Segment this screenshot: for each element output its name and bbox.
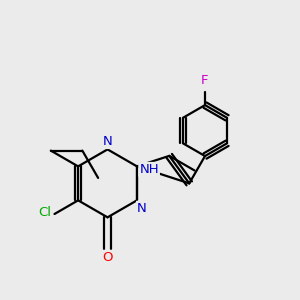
Text: N: N xyxy=(137,202,147,215)
Text: F: F xyxy=(201,74,209,87)
Text: N: N xyxy=(103,135,112,148)
Text: O: O xyxy=(102,251,113,264)
Text: NH: NH xyxy=(139,163,159,176)
Text: Cl: Cl xyxy=(38,206,51,219)
